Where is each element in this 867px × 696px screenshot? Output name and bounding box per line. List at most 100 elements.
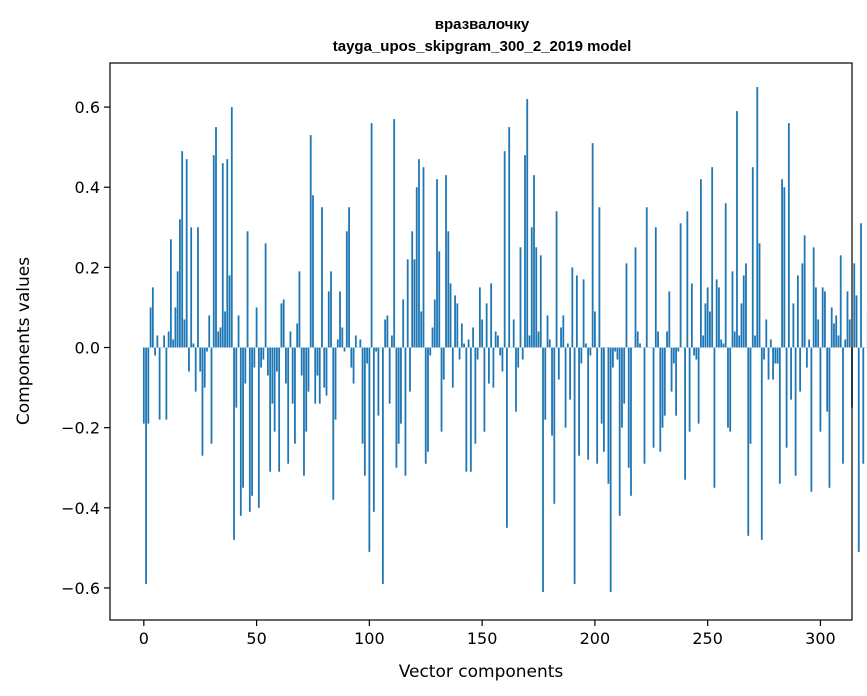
- bar-312: [846, 291, 849, 348]
- bar-152: [485, 303, 488, 348]
- bar-236: [675, 347, 677, 416]
- bar-182: [553, 347, 556, 504]
- bar-242: [688, 347, 691, 432]
- bar-113: [397, 347, 400, 444]
- bar-219: [636, 331, 639, 348]
- x-tick-label: 250: [692, 629, 723, 648]
- bar-71: [303, 347, 305, 476]
- bar-216: [630, 347, 632, 496]
- bar-93: [352, 347, 355, 384]
- bar-164: [512, 319, 515, 348]
- bar-47: [248, 347, 251, 512]
- bar-212: [621, 347, 623, 428]
- bar-171: [528, 335, 531, 348]
- bar-77: [316, 347, 319, 376]
- bar-131: [438, 251, 441, 348]
- bar-234: [670, 347, 673, 392]
- bar-21: [190, 227, 193, 348]
- bar-261: [731, 271, 734, 348]
- bar-226: [652, 347, 655, 448]
- bar-202: [598, 207, 601, 348]
- bar-251: [709, 311, 711, 348]
- bar-46: [246, 231, 249, 348]
- bar-207: [609, 347, 612, 592]
- bar-49: [253, 347, 256, 368]
- bar-50: [255, 307, 258, 348]
- bar-26: [201, 347, 204, 456]
- bar-52: [260, 347, 262, 368]
- bar-200: [593, 311, 596, 348]
- plot-frame: [109, 62, 853, 621]
- bar-140: [458, 347, 461, 360]
- bar-156: [494, 331, 497, 348]
- y-tick-label: 0.0: [75, 339, 100, 358]
- y-tick-label: 0.2: [75, 258, 100, 277]
- bar-269: [749, 347, 752, 444]
- bar-126: [427, 347, 429, 452]
- bar-41: [235, 347, 238, 408]
- bar-62: [282, 299, 285, 348]
- bar-97: [361, 347, 364, 444]
- bar-66: [291, 347, 294, 404]
- y-axis-label: Components values: [14, 257, 34, 425]
- bar-133: [442, 347, 445, 380]
- bar-99: [366, 347, 368, 364]
- bar-20: [188, 347, 190, 372]
- bar-213: [623, 347, 626, 404]
- bar-319: [862, 347, 865, 464]
- y-tick-label: −0.6: [61, 579, 100, 598]
- bar-82: [327, 291, 330, 348]
- bar-88: [341, 327, 344, 348]
- bar-193: [578, 347, 580, 456]
- bar-270: [751, 167, 754, 348]
- bar-45: [244, 347, 247, 384]
- bar-250: [706, 287, 709, 348]
- bar-191: [573, 347, 576, 584]
- bar-204: [603, 347, 605, 452]
- bar-29: [208, 315, 211, 348]
- bar-175: [537, 331, 540, 348]
- bar-12: [169, 239, 172, 348]
- bar-138: [454, 295, 456, 348]
- bar-299: [817, 319, 820, 348]
- bar-174: [535, 247, 538, 348]
- bar-69: [298, 271, 301, 348]
- bar-232: [666, 331, 668, 348]
- bar-7: [158, 347, 161, 420]
- bar-108: [386, 315, 389, 348]
- bar-136: [449, 283, 452, 348]
- chart-title: вразвалочку: [435, 16, 530, 33]
- bar-294: [805, 347, 808, 368]
- bar-124: [422, 167, 425, 348]
- bar-287: [790, 347, 792, 400]
- bar-159: [501, 347, 504, 372]
- bar-31: [212, 155, 215, 348]
- bar-295: [808, 339, 811, 348]
- bar-196: [584, 343, 587, 348]
- bar-177: [542, 347, 544, 592]
- bar-179: [546, 315, 549, 348]
- bar-272: [756, 87, 759, 348]
- bar-92: [350, 347, 353, 368]
- bar-260: [729, 347, 732, 432]
- bar-278: [769, 339, 772, 348]
- bar-103: [375, 347, 378, 352]
- bar-9: [163, 335, 166, 348]
- bar-172: [530, 227, 533, 348]
- bar-15: [176, 271, 179, 348]
- bar-206: [607, 347, 610, 484]
- chart-subtitle: tayga_upos_skipgram_300_2_2019 model: [333, 38, 632, 55]
- bar-13: [172, 339, 175, 348]
- bar-28: [206, 347, 208, 352]
- bar-265: [740, 303, 743, 348]
- bar-162: [508, 127, 511, 348]
- bar-139: [456, 303, 459, 348]
- bar-293: [803, 235, 806, 348]
- bar-227: [654, 227, 657, 348]
- bar-1: [145, 347, 147, 584]
- bar-292: [801, 263, 804, 348]
- bar-189: [569, 347, 571, 400]
- bar-128: [431, 327, 434, 348]
- bar-231: [663, 347, 666, 416]
- bar-274: [760, 347, 763, 540]
